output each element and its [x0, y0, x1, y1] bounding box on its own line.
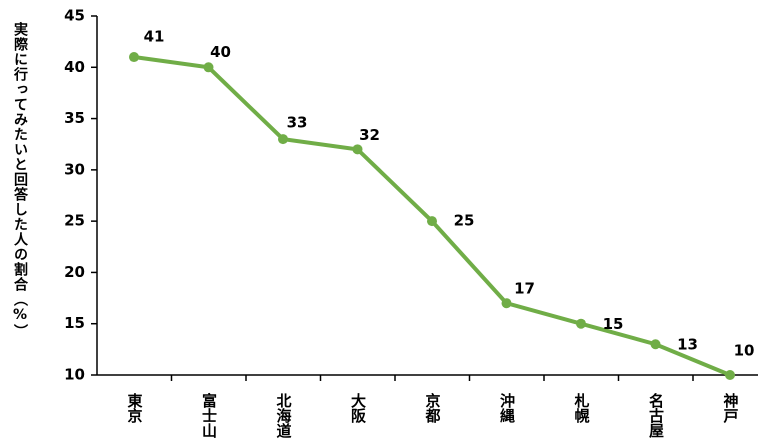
x-tick-label: 東京 [126, 392, 144, 424]
data-label: 25 [454, 212, 475, 230]
data-label: 13 [677, 336, 698, 354]
data-label: 15 [603, 315, 624, 333]
data-label: 10 [734, 342, 755, 360]
y-tick-label: 30 [64, 160, 85, 178]
y-axis-label: 実際に行ってみたいと回答した人の割合（%） [12, 21, 29, 339]
point [278, 134, 288, 145]
point [650, 339, 661, 350]
x-tick-label: 北海道 [275, 393, 293, 438]
y-tick-label: 10 [64, 366, 85, 384]
data-label: 40 [210, 43, 231, 61]
x-tick-label: 京都 [424, 392, 442, 424]
data-label: 33 [287, 114, 308, 132]
x-tick-label: 神戸 [722, 392, 740, 424]
point [427, 216, 437, 227]
point [203, 62, 214, 73]
x-tick-label: 沖縄 [498, 392, 516, 424]
x-tick-label: 富士山 [200, 392, 218, 439]
point [576, 318, 586, 329]
data-label: 41 [144, 28, 165, 46]
point [725, 370, 735, 380]
y-tick-label: 45 [64, 7, 85, 25]
x-tick-label: 名古屋 [647, 392, 665, 439]
data-label: 17 [514, 280, 535, 298]
y-tick-label: 20 [64, 263, 85, 281]
x-tick-label: 札幌 [573, 392, 591, 424]
data-label: 32 [359, 126, 380, 144]
line [133, 55, 731, 377]
y-tick-label: 35 [64, 109, 85, 127]
x-tick-label: 大阪 [349, 392, 367, 424]
point [501, 298, 512, 309]
point [129, 52, 139, 63]
y-tick-label: 40 [64, 58, 85, 76]
y-tick-label: 25 [64, 212, 85, 230]
y-tick-label: 15 [64, 314, 85, 332]
point [352, 144, 363, 155]
